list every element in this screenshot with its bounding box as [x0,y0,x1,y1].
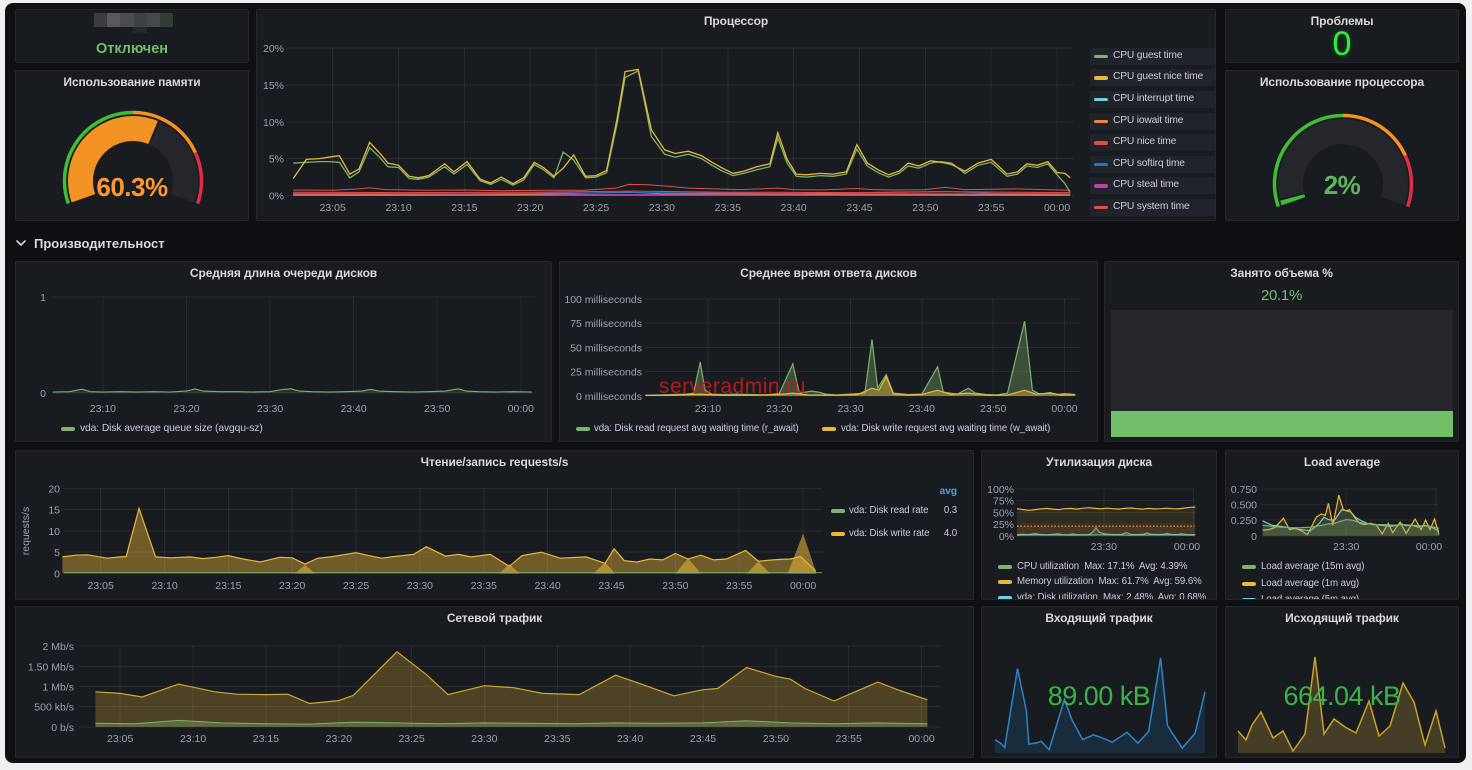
svg-text:23:10: 23:10 [695,403,721,415]
svg-text:23:35: 23:35 [544,733,570,745]
svg-text:23:45: 23:45 [690,733,716,745]
svg-text:75 milliseconds: 75 milliseconds [570,318,642,330]
svg-text:0.250: 0.250 [1231,515,1257,527]
svg-text:23:10: 23:10 [180,733,206,745]
svg-text:0%: 0% [269,191,284,203]
svg-text:23:40: 23:40 [617,733,643,745]
svg-text:23:20: 23:20 [279,580,305,592]
svg-text:23:40: 23:40 [340,403,366,415]
svg-text:23:45: 23:45 [846,202,872,214]
svg-text:23:05: 23:05 [88,580,114,592]
svg-text:23:40: 23:40 [534,580,560,592]
svg-text:23:40: 23:40 [780,202,806,214]
svg-text:00:00: 00:00 [1416,541,1442,553]
svg-text:0.500: 0.500 [1231,500,1257,512]
svg-text:23:30: 23:30 [471,733,497,745]
svg-text:23:20: 23:20 [517,202,543,214]
svg-text:23:30: 23:30 [257,403,283,415]
svg-text:serveradmin.ru: serveradmin.ru [659,375,806,398]
svg-text:15%: 15% [263,80,284,92]
svg-text:0: 0 [1251,531,1257,543]
svg-text:25%: 25% [993,519,1014,531]
svg-text:50 milliseconds: 50 milliseconds [570,342,642,354]
svg-text:23:50: 23:50 [980,403,1006,415]
svg-text:23:25: 23:25 [398,733,424,745]
svg-text:23:30: 23:30 [1333,541,1359,553]
svg-text:00:00: 00:00 [1044,202,1070,214]
svg-text:23:30: 23:30 [1091,541,1117,553]
svg-text:23:55: 23:55 [726,580,752,592]
svg-text:0 b/s: 0 b/s [51,722,74,734]
svg-text:23:15: 23:15 [215,580,241,592]
svg-text:00:00: 00:00 [508,403,534,415]
svg-text:23:55: 23:55 [836,733,862,745]
svg-text:23:05: 23:05 [107,733,133,745]
svg-text:1.50 Mb/s: 1.50 Mb/s [28,661,74,673]
svg-text:23:55: 23:55 [978,202,1004,214]
svg-text:23:10: 23:10 [151,580,177,592]
svg-text:1 Mb/s: 1 Mb/s [42,682,74,694]
svg-text:23:25: 23:25 [343,580,369,592]
svg-text:23:20: 23:20 [173,403,199,415]
svg-text:23:10: 23:10 [385,202,411,214]
svg-text:23:50: 23:50 [912,202,938,214]
svg-text:50%: 50% [993,507,1014,519]
svg-text:23:20: 23:20 [326,733,352,745]
svg-text:20%: 20% [263,43,284,55]
svg-text:23:50: 23:50 [424,403,450,415]
svg-text:5: 5 [54,547,60,559]
svg-text:23:20: 23:20 [766,403,792,415]
svg-text:25 milliseconds: 25 milliseconds [570,367,642,379]
svg-text:23:35: 23:35 [471,580,497,592]
svg-text:100 milliseconds: 100 milliseconds [564,294,642,306]
svg-text:100%: 100% [987,484,1014,496]
svg-text:23:30: 23:30 [649,202,675,214]
svg-text:75%: 75% [993,496,1014,508]
svg-text:20: 20 [48,483,60,495]
svg-text:0: 0 [54,569,60,581]
svg-text:00:00: 00:00 [908,733,934,745]
svg-text:1: 1 [40,292,46,304]
svg-text:23:15: 23:15 [451,202,477,214]
svg-text:23:30: 23:30 [837,403,863,415]
svg-text:2 Mb/s: 2 Mb/s [42,641,74,653]
svg-text:23:40: 23:40 [909,403,935,415]
svg-text:00:00: 00:00 [790,580,816,592]
svg-text:0.750: 0.750 [1231,484,1257,496]
svg-text:10: 10 [48,526,60,538]
svg-text:15: 15 [48,505,60,517]
svg-text:00:00: 00:00 [1174,541,1200,553]
svg-text:10%: 10% [263,117,284,129]
svg-text:23:50: 23:50 [763,733,789,745]
svg-text:23:30: 23:30 [407,580,433,592]
svg-text:23:25: 23:25 [583,202,609,214]
svg-text:23:15: 23:15 [253,733,279,745]
svg-text:23:05: 23:05 [320,202,346,214]
svg-text:23:10: 23:10 [90,403,116,415]
svg-text:00:00: 00:00 [1051,403,1077,415]
svg-text:0%: 0% [999,531,1014,543]
svg-text:500 kb/s: 500 kb/s [34,702,74,714]
svg-text:0 milliseconds: 0 milliseconds [576,391,642,403]
svg-text:5%: 5% [269,154,284,166]
svg-text:23:45: 23:45 [598,580,624,592]
svg-text:requests/s: requests/s [20,507,32,555]
svg-text:0: 0 [40,388,46,400]
svg-text:23:35: 23:35 [715,202,741,214]
svg-text:23:50: 23:50 [662,580,688,592]
